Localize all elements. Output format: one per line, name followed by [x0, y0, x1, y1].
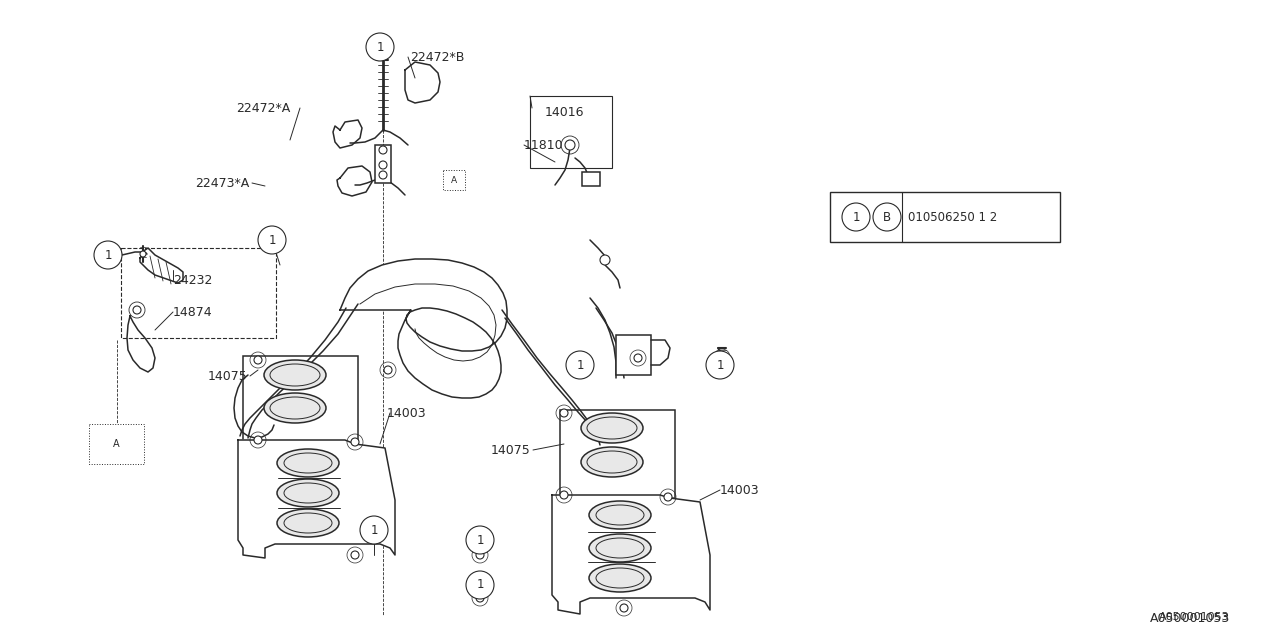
- Text: 1: 1: [370, 524, 378, 536]
- Text: 010506250 1 2: 010506250 1 2: [908, 211, 997, 223]
- Circle shape: [351, 551, 358, 559]
- Polygon shape: [337, 166, 372, 196]
- Text: 14075: 14075: [207, 369, 247, 383]
- Bar: [582, 172, 600, 186]
- Text: 1: 1: [376, 40, 384, 54]
- Text: 1: 1: [717, 358, 723, 371]
- Circle shape: [600, 255, 611, 265]
- Circle shape: [634, 354, 643, 362]
- Ellipse shape: [276, 509, 339, 537]
- Polygon shape: [333, 120, 362, 148]
- Text: 22473*A: 22473*A: [195, 177, 250, 189]
- Bar: [122, 248, 276, 338]
- Bar: [443, 170, 465, 190]
- Circle shape: [133, 306, 141, 314]
- Polygon shape: [340, 259, 507, 398]
- Text: 14003: 14003: [387, 406, 426, 419]
- Circle shape: [366, 33, 394, 61]
- Ellipse shape: [276, 479, 339, 507]
- Text: 1: 1: [476, 534, 484, 547]
- Text: 1: 1: [104, 248, 111, 262]
- Circle shape: [93, 241, 122, 269]
- Bar: [561, 410, 675, 498]
- Polygon shape: [140, 248, 183, 283]
- Text: 1: 1: [576, 358, 584, 371]
- Polygon shape: [404, 62, 440, 103]
- Circle shape: [842, 203, 870, 231]
- Ellipse shape: [581, 413, 643, 443]
- Bar: [375, 145, 390, 183]
- Bar: [243, 356, 358, 444]
- Text: 1: 1: [476, 579, 484, 591]
- Circle shape: [379, 171, 387, 179]
- Circle shape: [140, 251, 146, 257]
- Ellipse shape: [264, 360, 326, 390]
- Circle shape: [379, 146, 387, 154]
- Ellipse shape: [589, 564, 652, 592]
- Circle shape: [476, 551, 484, 559]
- Polygon shape: [552, 495, 710, 614]
- Circle shape: [379, 161, 387, 169]
- Polygon shape: [238, 440, 396, 558]
- Circle shape: [351, 438, 358, 446]
- Text: 14075: 14075: [490, 444, 530, 456]
- Text: 22472*A: 22472*A: [236, 102, 291, 115]
- Bar: [90, 424, 145, 464]
- Circle shape: [707, 351, 733, 379]
- Circle shape: [620, 604, 628, 612]
- Text: A050001053: A050001053: [1149, 611, 1230, 625]
- Bar: [829, 192, 1060, 242]
- Circle shape: [664, 493, 672, 501]
- Text: 14003: 14003: [721, 483, 759, 497]
- Bar: [530, 96, 612, 168]
- Circle shape: [360, 516, 388, 544]
- Circle shape: [561, 491, 568, 499]
- Text: 22472*B: 22472*B: [410, 51, 465, 63]
- Circle shape: [561, 409, 568, 417]
- Text: B: B: [883, 211, 891, 223]
- Circle shape: [253, 356, 262, 364]
- Text: A050001053: A050001053: [1160, 612, 1230, 622]
- Ellipse shape: [589, 501, 652, 529]
- Text: 14874: 14874: [173, 305, 212, 319]
- Circle shape: [566, 351, 594, 379]
- Ellipse shape: [276, 449, 339, 477]
- Circle shape: [466, 526, 494, 554]
- Ellipse shape: [589, 534, 652, 562]
- Text: A: A: [451, 175, 457, 184]
- Polygon shape: [127, 316, 155, 372]
- Circle shape: [564, 140, 575, 150]
- Circle shape: [476, 594, 484, 602]
- Circle shape: [718, 353, 726, 361]
- Circle shape: [253, 436, 262, 444]
- Circle shape: [466, 571, 494, 599]
- Circle shape: [384, 366, 392, 374]
- Ellipse shape: [264, 393, 326, 423]
- Bar: [616, 335, 652, 375]
- Text: 24232: 24232: [173, 273, 212, 287]
- Text: 14016: 14016: [545, 106, 585, 118]
- Text: 11810: 11810: [524, 138, 563, 152]
- Text: 1: 1: [852, 211, 860, 223]
- Text: A: A: [113, 439, 120, 449]
- Circle shape: [259, 226, 285, 254]
- Text: 1: 1: [269, 234, 275, 246]
- Ellipse shape: [581, 447, 643, 477]
